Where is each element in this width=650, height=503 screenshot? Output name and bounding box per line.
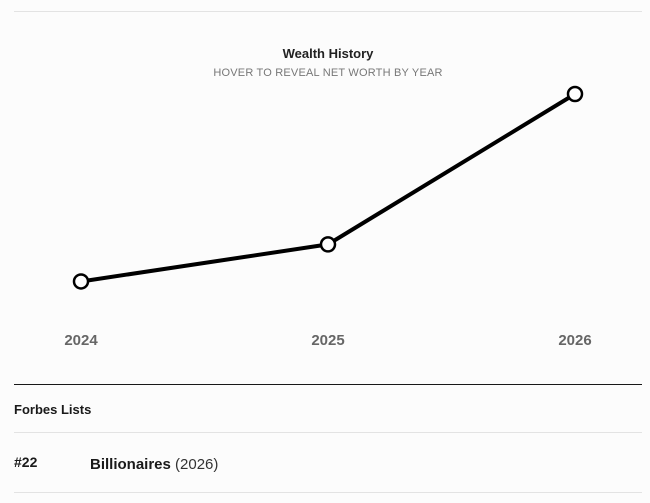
- chart-title: Wealth History: [282, 46, 374, 61]
- x-tick-label-2026: 2026: [558, 332, 591, 349]
- section-divider: [14, 384, 642, 385]
- top-divider: [14, 11, 642, 12]
- data-point-2024[interactable]: [72, 273, 90, 290]
- list-rank: #22: [14, 454, 38, 470]
- forbes-lists-heading: Forbes Lists: [14, 402, 92, 417]
- x-tick-label-2024: 2024: [64, 332, 98, 349]
- list-item-billionaires[interactable]: Billionaires (2026): [90, 456, 218, 473]
- x-tick-label-2025: 2025: [311, 332, 344, 349]
- data-point-2025[interactable]: [319, 236, 337, 253]
- list-divider: [14, 432, 642, 433]
- series-line: [80, 92, 577, 284]
- data-point-2026[interactable]: [566, 85, 584, 103]
- list-year: (2026): [175, 456, 219, 473]
- list-name: Billionaires: [90, 456, 171, 473]
- chart-subtitle: HOVER TO REVEAL NET WORTH BY YEAR: [213, 67, 443, 79]
- wealth-history-chart[interactable]: 2024 2025 2026: [0, 0, 650, 360]
- bottom-divider: [14, 492, 642, 493]
